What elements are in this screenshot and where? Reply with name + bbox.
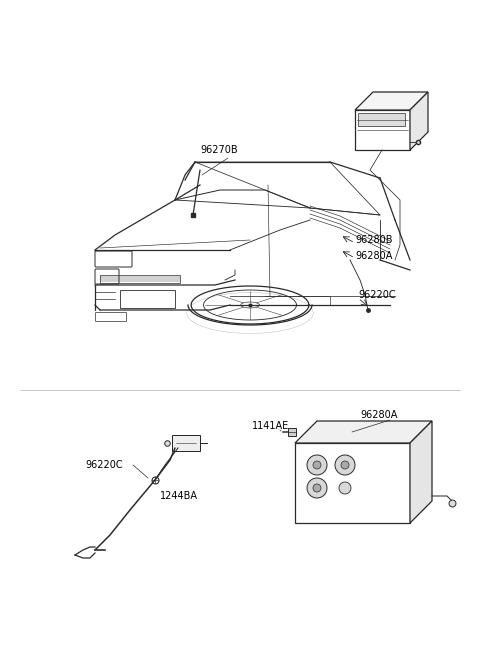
FancyBboxPatch shape [288,428,296,436]
Polygon shape [295,421,432,443]
Text: 1244BA: 1244BA [160,491,198,501]
FancyBboxPatch shape [358,113,405,126]
FancyBboxPatch shape [172,435,200,451]
FancyBboxPatch shape [355,110,410,150]
Text: 96280A: 96280A [360,410,397,420]
Polygon shape [410,421,432,523]
Text: 96220C: 96220C [85,460,122,470]
FancyBboxPatch shape [295,443,410,523]
Circle shape [341,461,349,469]
Text: 96220C: 96220C [358,290,396,300]
Circle shape [307,455,327,475]
Circle shape [313,461,321,469]
Circle shape [313,484,321,492]
Polygon shape [410,92,428,150]
Circle shape [335,455,355,475]
Text: 96280A: 96280A [355,251,392,261]
Circle shape [307,478,327,498]
Text: 96270B: 96270B [200,145,238,155]
Polygon shape [355,92,428,110]
Text: 1141AE: 1141AE [252,421,289,431]
Circle shape [339,482,351,494]
Text: 96280B: 96280B [355,235,393,245]
